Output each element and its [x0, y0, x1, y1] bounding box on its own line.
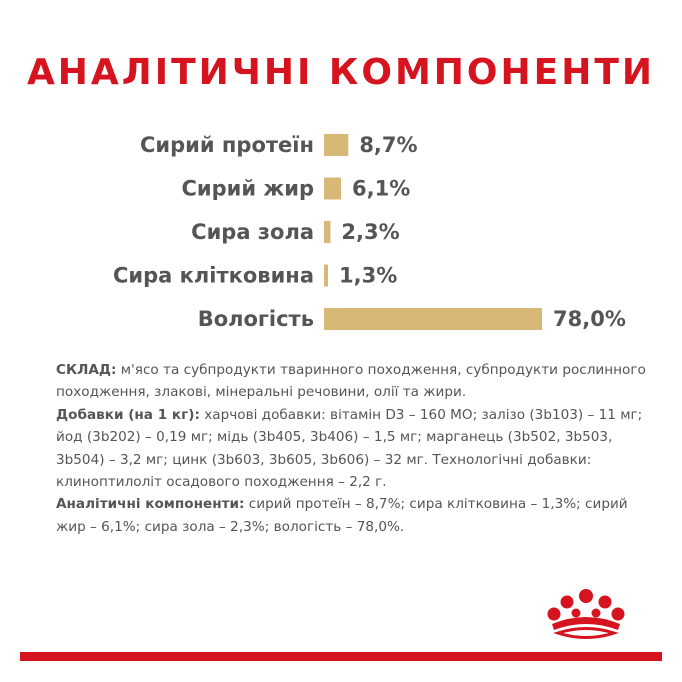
bar: [324, 264, 328, 287]
value-label: 2,3%: [341, 220, 399, 244]
additives-text: харчові добавки: вітамін D3 – 160 МО; за…: [56, 406, 643, 491]
royal-canin-crown-icon: [547, 589, 625, 639]
additives-paragraph: Добавки (на 1 кг): харчові добавки: віта…: [56, 404, 646, 494]
composition-paragraph: СКЛАД: м'ясо та субпродукти тваринного п…: [56, 359, 646, 404]
category-label: Вологість: [198, 307, 314, 331]
category-label: Сира зола: [191, 220, 314, 244]
additives-label: Добавки (на 1 кг):: [56, 406, 200, 423]
analytic-paragraph: Аналітичні компоненти: сирий протеїн – 8…: [56, 493, 646, 538]
sklad-label: СКЛАД:: [56, 362, 117, 378]
value-label: 1,3%: [339, 264, 397, 288]
composition-text: СКЛАД: м'ясо та субпродукти тваринного п…: [56, 359, 646, 538]
bar: [324, 308, 542, 330]
sklad-text: м'ясо та субпродукти тваринного походжен…: [56, 362, 646, 401]
chart-title: АНАЛІТИЧНІ КОМПОНЕНТИ: [26, 52, 656, 93]
category-label: Сира клітковина: [113, 264, 314, 288]
analytic-label: Аналітичні компоненти:: [56, 496, 245, 513]
value-label: 8,7%: [359, 133, 417, 157]
value-label: 78,0%: [553, 307, 626, 331]
category-label: Сирий жир: [181, 177, 314, 201]
analytic-text: сирий протеїн – 8,7%; сира клітковина – …: [56, 496, 628, 535]
category-label: Сирий протеїн: [140, 133, 314, 157]
footer-red-bar: [20, 652, 662, 661]
bar: [324, 134, 349, 156]
nutrient-bar-chart: Сирий протеїн 8,7% Сирий жир 6,1% Сира зола 2…: [113, 133, 626, 331]
value-label: 6,1%: [352, 177, 410, 201]
bar: [324, 221, 331, 243]
bar: [324, 177, 342, 200]
